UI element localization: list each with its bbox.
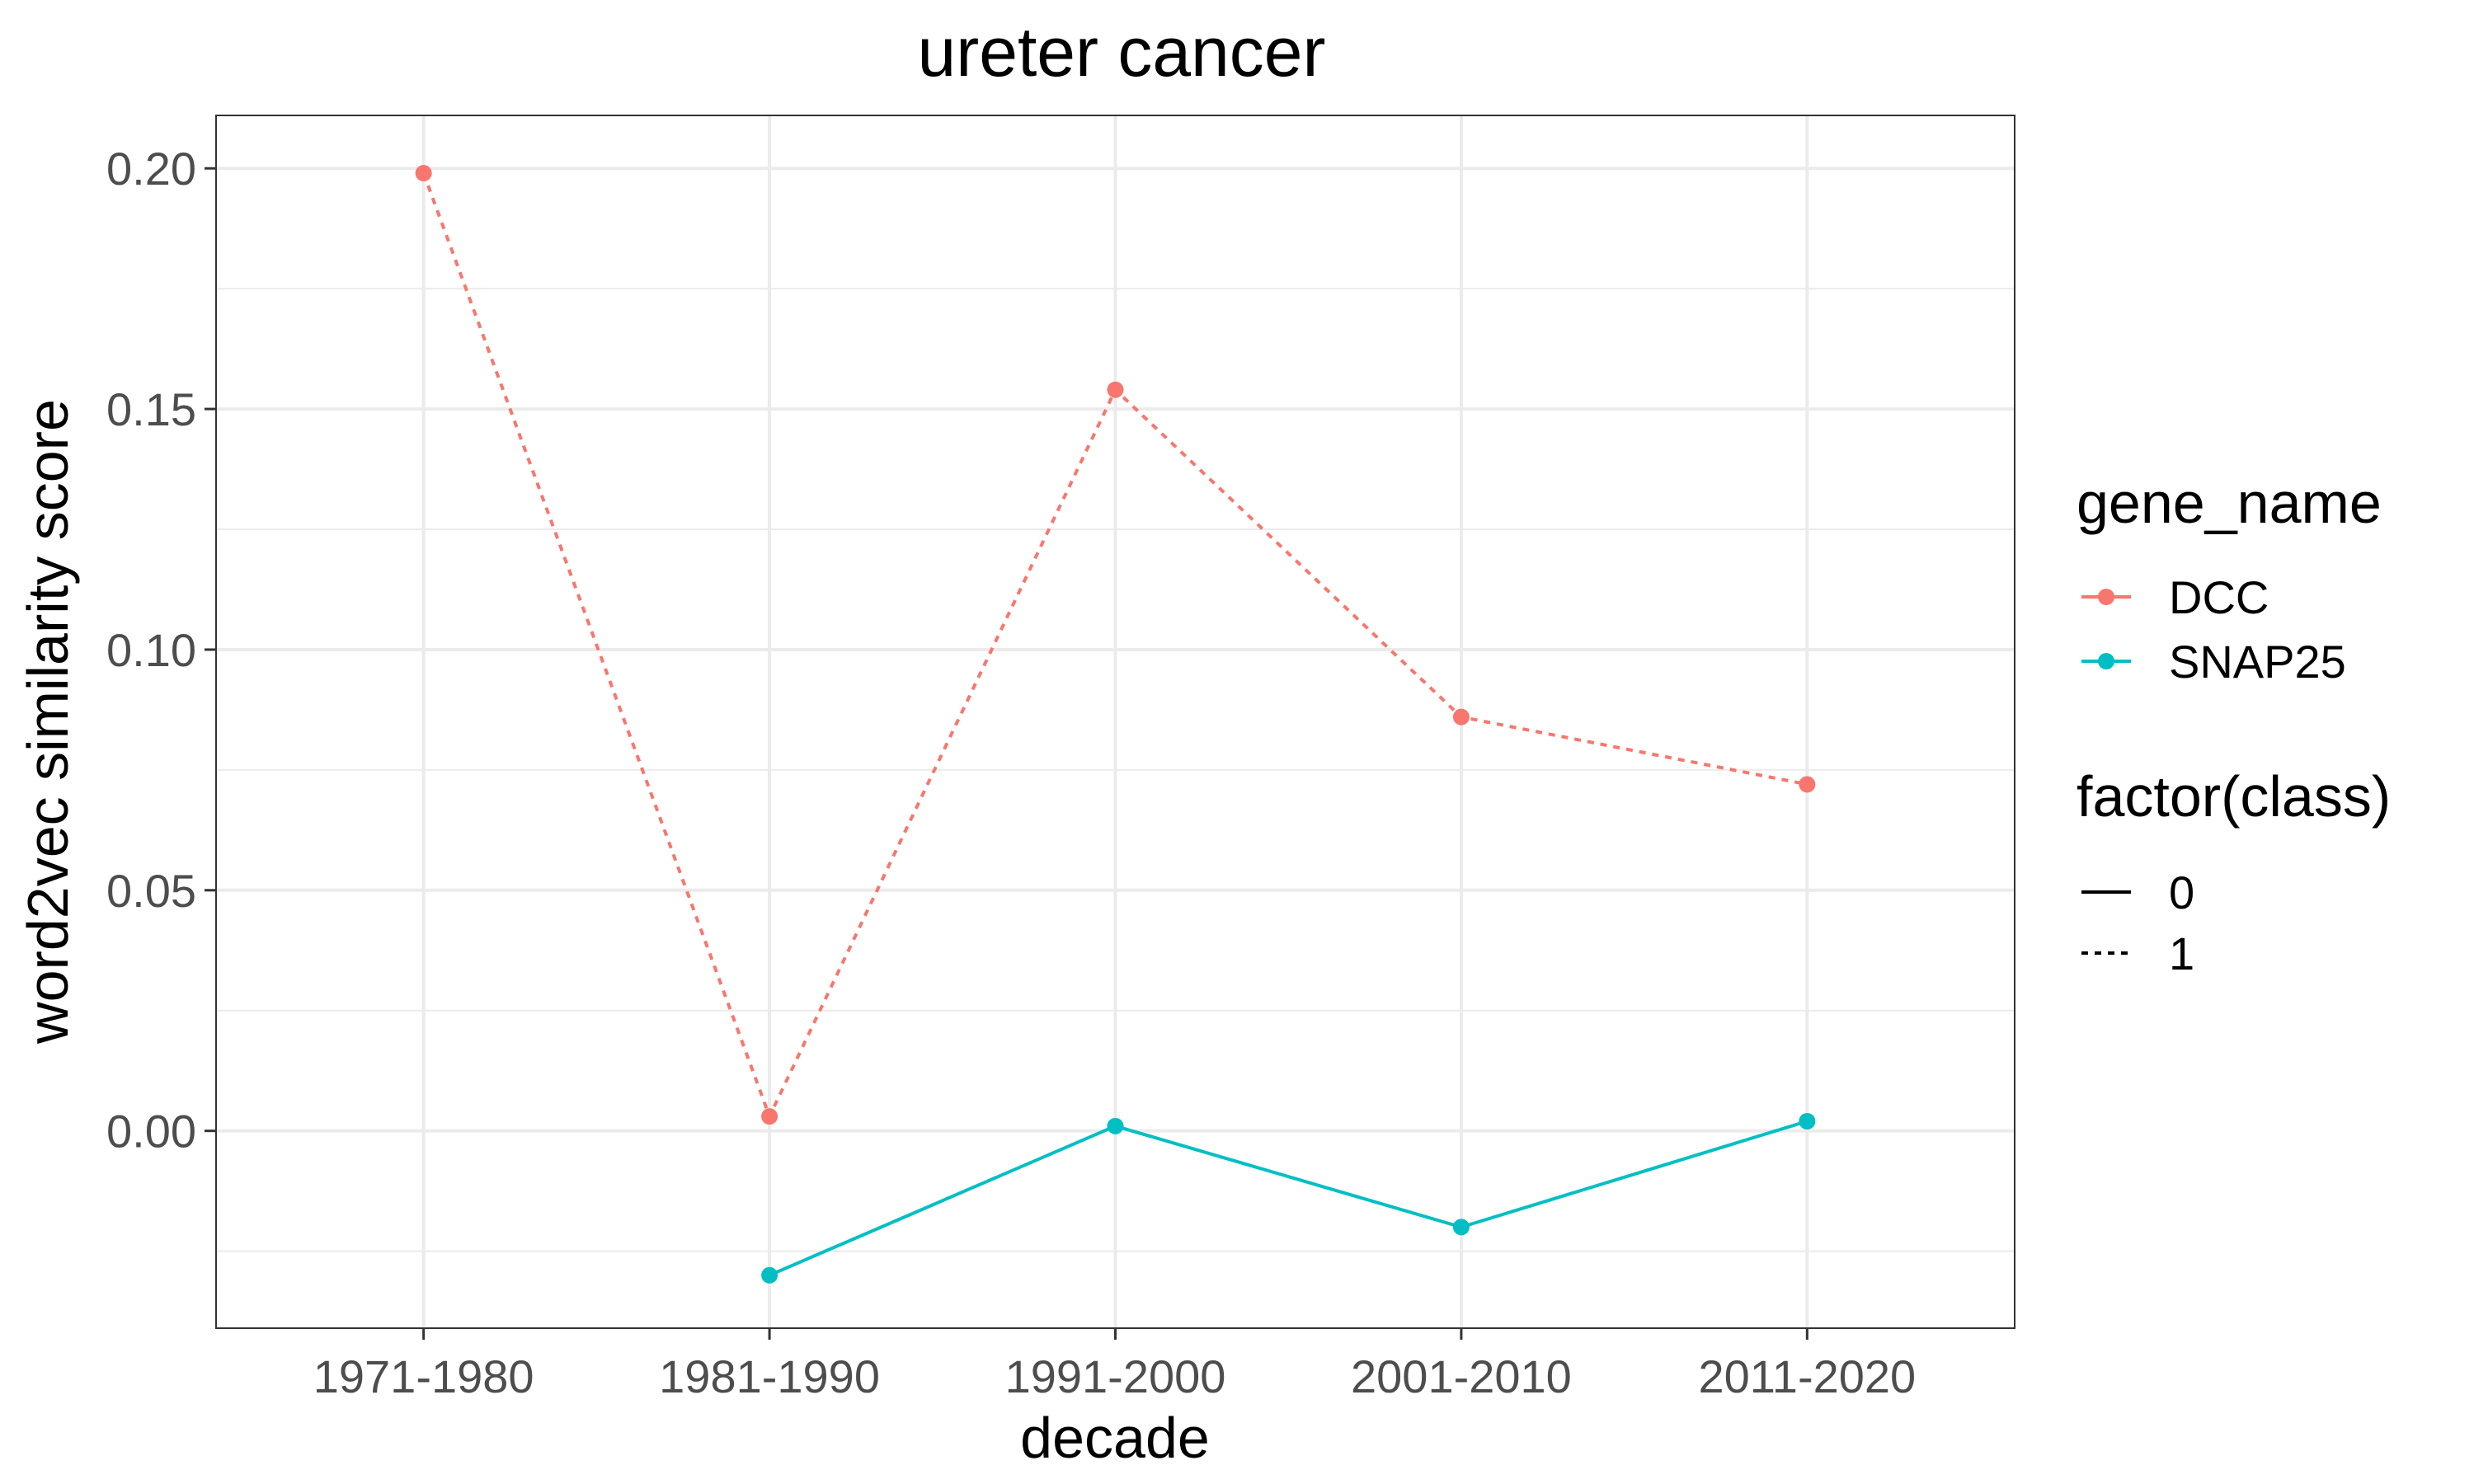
- data-point-snap25: [1107, 1117, 1124, 1134]
- y-tick-label: 0.15: [106, 383, 196, 435]
- x-axis-title: decade: [1020, 1406, 1210, 1470]
- grid: [216, 115, 2015, 1328]
- y-tick-label: 0.05: [106, 865, 196, 917]
- legend-key-point: [2098, 589, 2114, 605]
- legend-label-snap25: SNAP25: [2169, 636, 2346, 688]
- y-tick-label: 0.00: [106, 1106, 196, 1158]
- data-point-snap25: [1799, 1112, 1816, 1129]
- y-tick-label: 0.10: [106, 624, 196, 676]
- series-layer: [415, 165, 1816, 1284]
- legend-title-factor-class: factor(class): [2077, 764, 2391, 829]
- data-point-dcc: [1799, 776, 1816, 793]
- legend: gene_name factor(class) DCC SNAP25 0 1: [2077, 471, 2391, 979]
- data-point-snap25: [1452, 1219, 1470, 1236]
- legend-label-class-1: 1: [2169, 928, 2194, 979]
- series-line-snap25: [769, 1120, 1808, 1277]
- y-tick-label: 0.20: [106, 143, 196, 195]
- data-point-dcc: [1107, 381, 1124, 398]
- data-point-dcc: [761, 1108, 778, 1125]
- legend-key-point: [2098, 653, 2114, 669]
- x-tick-label: 2011-2020: [1699, 1350, 1917, 1402]
- x-tick-label: 1971-1980: [313, 1350, 534, 1402]
- legend-title-gene-name: gene_name: [2077, 471, 2382, 535]
- data-point-snap25: [761, 1266, 778, 1284]
- chart-title: ureter cancer: [918, 13, 1326, 91]
- x-tick-label: 1991-2000: [1005, 1350, 1226, 1402]
- x-tick-label: 1981-1990: [659, 1350, 880, 1402]
- x-tick-label: 2001-2010: [1351, 1350, 1572, 1402]
- legend-label-class-0: 0: [2169, 866, 2194, 918]
- y-axis-title: word2vec similarity score: [16, 399, 80, 1045]
- data-point-dcc: [1452, 708, 1470, 726]
- axes: 0.00 0.05 0.10 0.15 0.20 1971-1980 1981-1990 19…: [106, 143, 1916, 1402]
- legend-label-dcc: DCC: [2169, 571, 2269, 623]
- data-point-dcc: [415, 165, 432, 182]
